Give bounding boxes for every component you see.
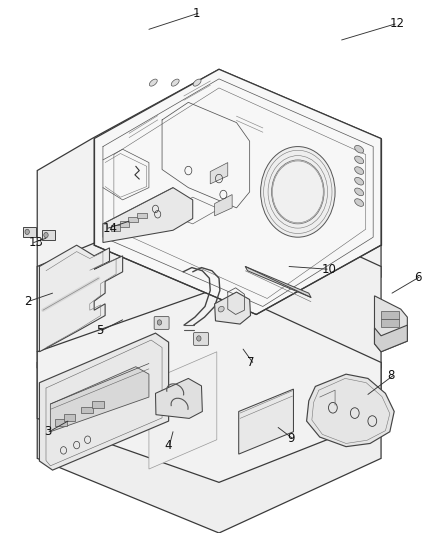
Ellipse shape	[355, 146, 364, 153]
Polygon shape	[50, 367, 149, 432]
FancyBboxPatch shape	[154, 317, 169, 329]
Ellipse shape	[355, 188, 364, 196]
Bar	[23, 227, 36, 237]
Text: 8: 8	[388, 369, 395, 382]
Bar	[111, 225, 120, 231]
Text: 3: 3	[44, 425, 51, 438]
Text: 4: 4	[164, 439, 172, 451]
Ellipse shape	[171, 79, 179, 86]
Polygon shape	[215, 195, 232, 216]
Text: 9: 9	[287, 432, 294, 445]
Polygon shape	[149, 352, 217, 469]
Text: 6: 6	[414, 271, 421, 284]
Polygon shape	[94, 69, 381, 314]
Polygon shape	[245, 266, 311, 297]
Polygon shape	[215, 292, 251, 324]
Text: 7: 7	[247, 356, 255, 369]
Ellipse shape	[355, 199, 364, 206]
Text: 5: 5	[96, 324, 104, 337]
Circle shape	[157, 320, 162, 325]
Bar	[64, 414, 75, 421]
Bar	[92, 401, 104, 408]
Circle shape	[197, 336, 201, 341]
Text: 2: 2	[24, 295, 32, 308]
Text: 12: 12	[390, 18, 405, 30]
Bar	[381, 311, 399, 319]
Ellipse shape	[355, 156, 364, 164]
Polygon shape	[37, 288, 381, 482]
Ellipse shape	[193, 79, 201, 86]
Circle shape	[272, 160, 324, 224]
Text: 14: 14	[103, 222, 118, 235]
Polygon shape	[307, 374, 394, 447]
Bar	[120, 221, 129, 227]
Text: 1: 1	[193, 7, 200, 20]
Text: 13: 13	[28, 236, 43, 249]
Bar	[42, 230, 55, 240]
Ellipse shape	[218, 306, 224, 312]
Bar	[81, 407, 93, 413]
Text: 10: 10	[322, 263, 337, 276]
Polygon shape	[374, 296, 407, 352]
Polygon shape	[239, 389, 293, 454]
Bar	[381, 319, 399, 327]
Circle shape	[25, 229, 29, 235]
Circle shape	[261, 147, 335, 237]
Polygon shape	[374, 325, 407, 352]
Ellipse shape	[355, 167, 364, 174]
FancyBboxPatch shape	[194, 333, 208, 345]
Polygon shape	[103, 188, 193, 243]
Bar	[137, 213, 147, 218]
Polygon shape	[155, 378, 202, 418]
Circle shape	[44, 232, 48, 238]
Polygon shape	[39, 333, 169, 470]
Polygon shape	[37, 69, 381, 352]
Polygon shape	[39, 245, 123, 352]
Ellipse shape	[149, 79, 157, 86]
Polygon shape	[37, 192, 381, 442]
Bar	[55, 419, 67, 426]
Ellipse shape	[355, 177, 364, 185]
Bar	[128, 217, 138, 222]
Polygon shape	[210, 163, 228, 184]
Polygon shape	[37, 288, 381, 533]
